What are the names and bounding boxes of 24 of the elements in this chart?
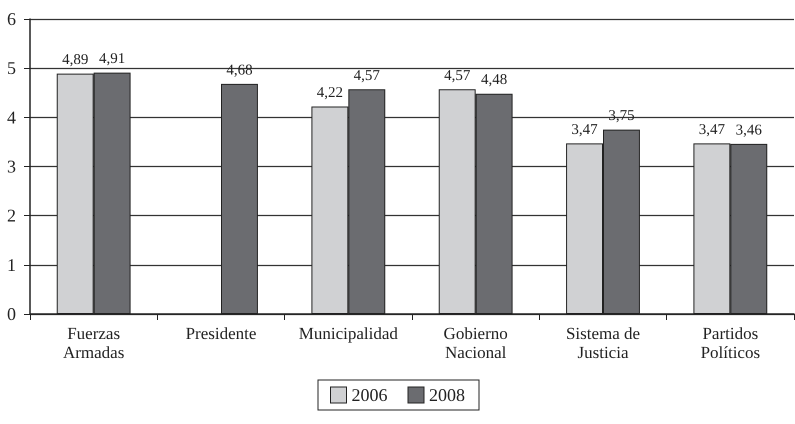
data-label: 4,57 (354, 68, 380, 84)
data-label: 4,57 (444, 68, 471, 84)
data-label: 4,89 (62, 52, 88, 68)
data-label: 4,22 (316, 85, 343, 102)
y-tick-label: 0 (7, 304, 16, 324)
y-tick-label: 6 (7, 9, 16, 29)
data-label: 3,46 (736, 122, 762, 138)
data-label: 4,48 (481, 72, 508, 88)
x-tick-label: Partidos Políticos (700, 324, 760, 362)
y-tick-label: 3 (7, 156, 16, 176)
legend-label: 2008 (429, 385, 465, 405)
y-tick-label: 4 (7, 107, 16, 128)
y-tick-label: 1 (7, 254, 16, 275)
x-tick-label: Fuerzas Armadas (62, 324, 124, 362)
y-tick-label: 5 (7, 58, 16, 78)
data-label: 4,91 (99, 51, 126, 68)
x-tick-label: Sistema de Justicia (566, 324, 640, 362)
x-tick-label: Presidente (186, 324, 256, 343)
y-tick-label: 2 (7, 206, 16, 226)
data-label: 3,47 (571, 122, 598, 138)
x-tick-label: Municipalidad (298, 324, 398, 343)
data-label: 3,47 (698, 122, 726, 138)
legend-label: 2006 (352, 385, 388, 405)
x-tick-label: Gobierno Nacional (444, 324, 508, 362)
